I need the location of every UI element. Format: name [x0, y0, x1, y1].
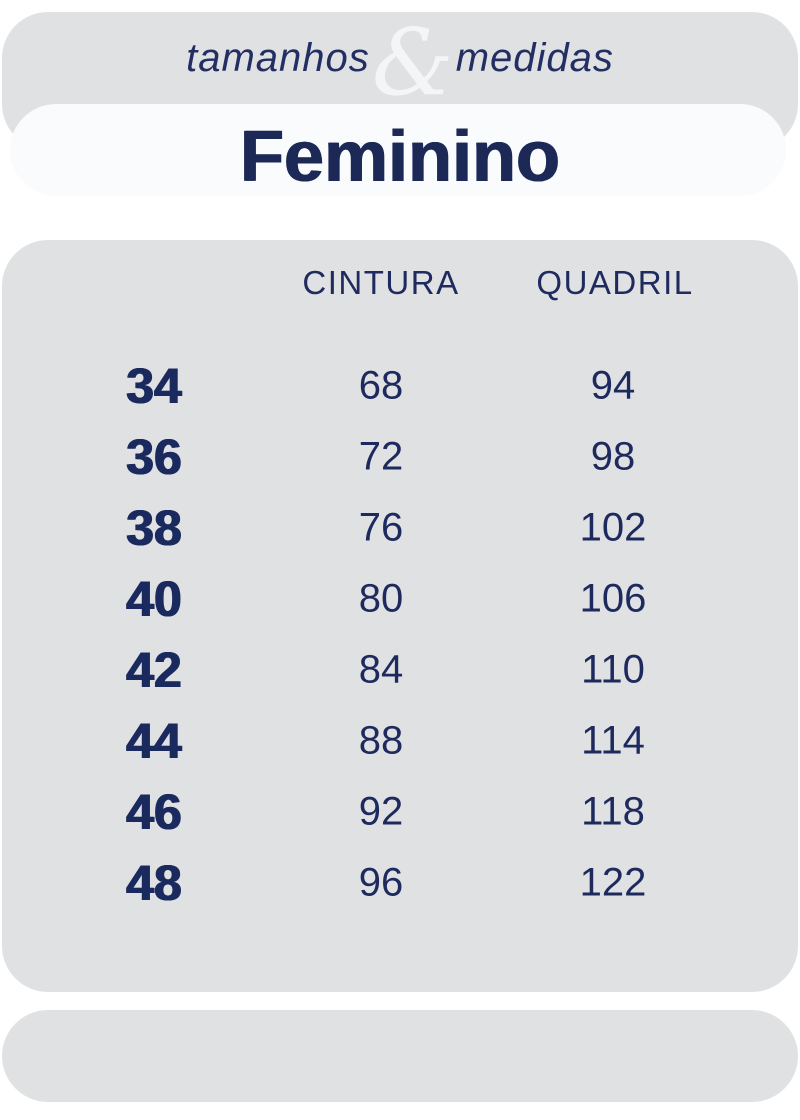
cintura-cell: 76: [358, 505, 404, 549]
column-header-quadril: QUADRIL: [536, 264, 694, 301]
table-row: 40 80 106: [2, 563, 798, 634]
size-cell: 48: [126, 854, 182, 911]
quadril-cell: 110: [581, 647, 645, 691]
cintura-cell: 68: [358, 363, 404, 407]
size-cell: 40: [126, 570, 182, 627]
page-title: Feminino: [240, 117, 560, 197]
quadril-cell: 94: [590, 363, 636, 407]
size-cell: 34: [126, 357, 182, 414]
size-cell: 46: [126, 783, 182, 840]
size-cell: 44: [126, 712, 182, 769]
quadril-cell: 106: [579, 576, 647, 620]
cintura-cell: 88: [358, 718, 404, 762]
column-header-cintura: CINTURA: [302, 264, 460, 301]
cintura-cell: 92: [358, 789, 404, 833]
quadril-cell: 118: [581, 789, 645, 833]
size-cell: 38: [126, 499, 182, 556]
cintura-cell: 80: [358, 576, 404, 620]
table-row: 44 88 114: [2, 705, 798, 776]
cintura-cell: 96: [358, 860, 404, 904]
cintura-cell: 84: [358, 647, 404, 691]
cintura-cell: 72: [358, 434, 404, 478]
quadril-cell: 98: [590, 434, 636, 478]
title-pill: [10, 104, 786, 196]
size-cell: 42: [126, 641, 182, 698]
table-row: 42 84 110: [2, 634, 798, 705]
table-row: 38 76 102: [2, 492, 798, 563]
table-rows: 34 68 94 36 72 98 38 76 102 40 80 106 42: [2, 350, 798, 918]
table-row: 34 68 94: [2, 350, 798, 421]
quadril-cell: 122: [579, 860, 647, 904]
stacked-card-decoration: [2, 1010, 798, 1102]
tagline-left-word: tamanhos: [186, 35, 370, 80]
size-table-card: CINTURA QUADRIL 34 68 94 36 72 98 38 76 …: [2, 240, 798, 992]
tagline-right-word: medidas: [455, 35, 614, 80]
table-row: 36 72 98: [2, 421, 798, 492]
table-row: 46 92 118: [2, 776, 798, 847]
size-cell: 36: [126, 428, 182, 485]
tagline: tamanhos & medidas: [186, 9, 614, 116]
quadril-cell: 102: [579, 505, 647, 549]
quadril-cell: 114: [581, 718, 645, 762]
table-row: 48 96 122: [2, 847, 798, 918]
